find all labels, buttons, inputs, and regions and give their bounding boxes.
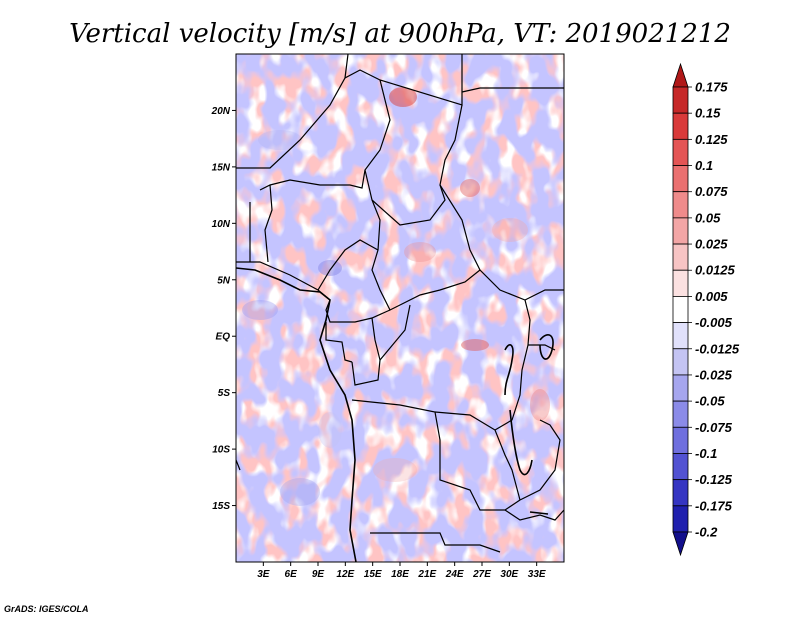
lon-tick-label: 24E: [445, 569, 464, 580]
lat-tick-label: 15S: [212, 501, 230, 512]
lon-tick-label: 6E: [285, 569, 298, 580]
colorbar-label: -0.125: [695, 472, 733, 487]
colorbar-label: 0.075: [695, 184, 728, 199]
lon-tick-label: 3E: [257, 569, 270, 580]
map-plot: [235, 53, 565, 563]
field-cell: [318, 260, 342, 276]
colorbar-label: -0.0125: [695, 341, 740, 356]
colorbar-label: -0.05: [695, 394, 725, 409]
lat-tick-label: 15N: [212, 162, 231, 173]
longitude-axis: 3E 6E 9E 12E 15E 18E 21E 24E 27E 30E 33E: [257, 562, 546, 580]
colorbar-label: 0.025: [695, 237, 728, 252]
latitude-axis: 20N 15N 10N 5N EQ 5S 10S 15S: [211, 106, 236, 512]
lon-tick-label: 15E: [364, 569, 382, 580]
field-cell: [461, 339, 489, 351]
colorbar-label: 0.1: [695, 158, 713, 173]
lat-tick-label: 20N: [211, 106, 231, 117]
field-highlights: [242, 87, 550, 506]
colorbar-label: 0.05: [695, 210, 721, 225]
colorbar-segment: [672, 400, 689, 428]
field-cell: [280, 478, 320, 506]
field-cell: [258, 130, 302, 150]
colorbar-label: 0.125: [695, 132, 728, 147]
colorbar-segment: [672, 374, 689, 402]
colorbar-segment: [672, 112, 689, 140]
lat-tick-label: EQ: [216, 332, 231, 343]
lon-tick-label: 18E: [391, 569, 409, 580]
colorbar-segment: [672, 505, 689, 533]
colorbar-label: -0.1: [695, 446, 717, 461]
lon-tick-label: 9E: [312, 569, 325, 580]
field-cell: [492, 218, 528, 242]
colorbar-segment: [672, 296, 689, 323]
lon-tick-label: 12E: [336, 569, 354, 580]
colorbar-segment: [672, 165, 689, 193]
colorbar-segment: [672, 217, 689, 245]
colorbar-segment: [672, 138, 689, 166]
colorbar-segment: [672, 322, 689, 350]
credit-label: GrADS: IGES/COLA: [4, 604, 89, 614]
field-cell: [530, 389, 550, 421]
colorbar-segment: [672, 453, 689, 481]
lon-tick-label: 21E: [417, 569, 436, 580]
colorbar-label: -0.175: [695, 498, 733, 513]
colorbar-segment: [672, 426, 689, 454]
lat-tick-label: 5S: [218, 388, 231, 399]
lon-tick-label: 33E: [528, 569, 546, 580]
colorbar-segment: [672, 348, 689, 376]
field-cell: [389, 87, 417, 107]
coastline: [236, 267, 554, 562]
chart-title: Vertical velocity [m/s] at 900hPa, VT: 2…: [69, 19, 731, 49]
colorbar-segment: [672, 86, 689, 114]
country-borders: [236, 54, 564, 553]
colorbar-segment: [672, 479, 689, 507]
field-cell: [404, 242, 436, 262]
field-cell: [460, 179, 480, 197]
colorbar-label: -0.075: [695, 420, 733, 435]
lat-tick-label: 5N: [217, 275, 231, 286]
velocity-field: [236, 54, 564, 562]
colorbar-segment: [672, 269, 689, 297]
lon-tick-label: 30E: [500, 569, 518, 580]
colorbar-label: 0.175: [695, 80, 728, 95]
colorbar-top-arrow: [672, 62, 689, 88]
colorbar-label: 0.15: [695, 106, 721, 121]
colorbar: 0.175 0.15 0.125 0.1 0.075 0.05 0.025 0.0125 0.0…: [672, 62, 740, 557]
lat-tick-label: 10S: [212, 445, 230, 456]
colorbar-label: 0.0125: [695, 263, 736, 278]
lon-tick-label: 27E: [472, 569, 491, 580]
lat-tick-label: 10N: [212, 219, 231, 230]
colorbar-label: -0.2: [695, 525, 718, 540]
colorbar-segment: [672, 191, 689, 219]
field-cell: [318, 412, 342, 448]
colorbar-label: -0.005: [695, 315, 733, 330]
colorbar-label: 0.005: [695, 289, 728, 304]
colorbar-label: -0.025: [695, 367, 733, 382]
field-cell: [242, 300, 278, 320]
field-cell: [373, 458, 417, 482]
colorbar-bottom-arrow: [672, 531, 689, 557]
colorbar-segment: [672, 243, 689, 271]
